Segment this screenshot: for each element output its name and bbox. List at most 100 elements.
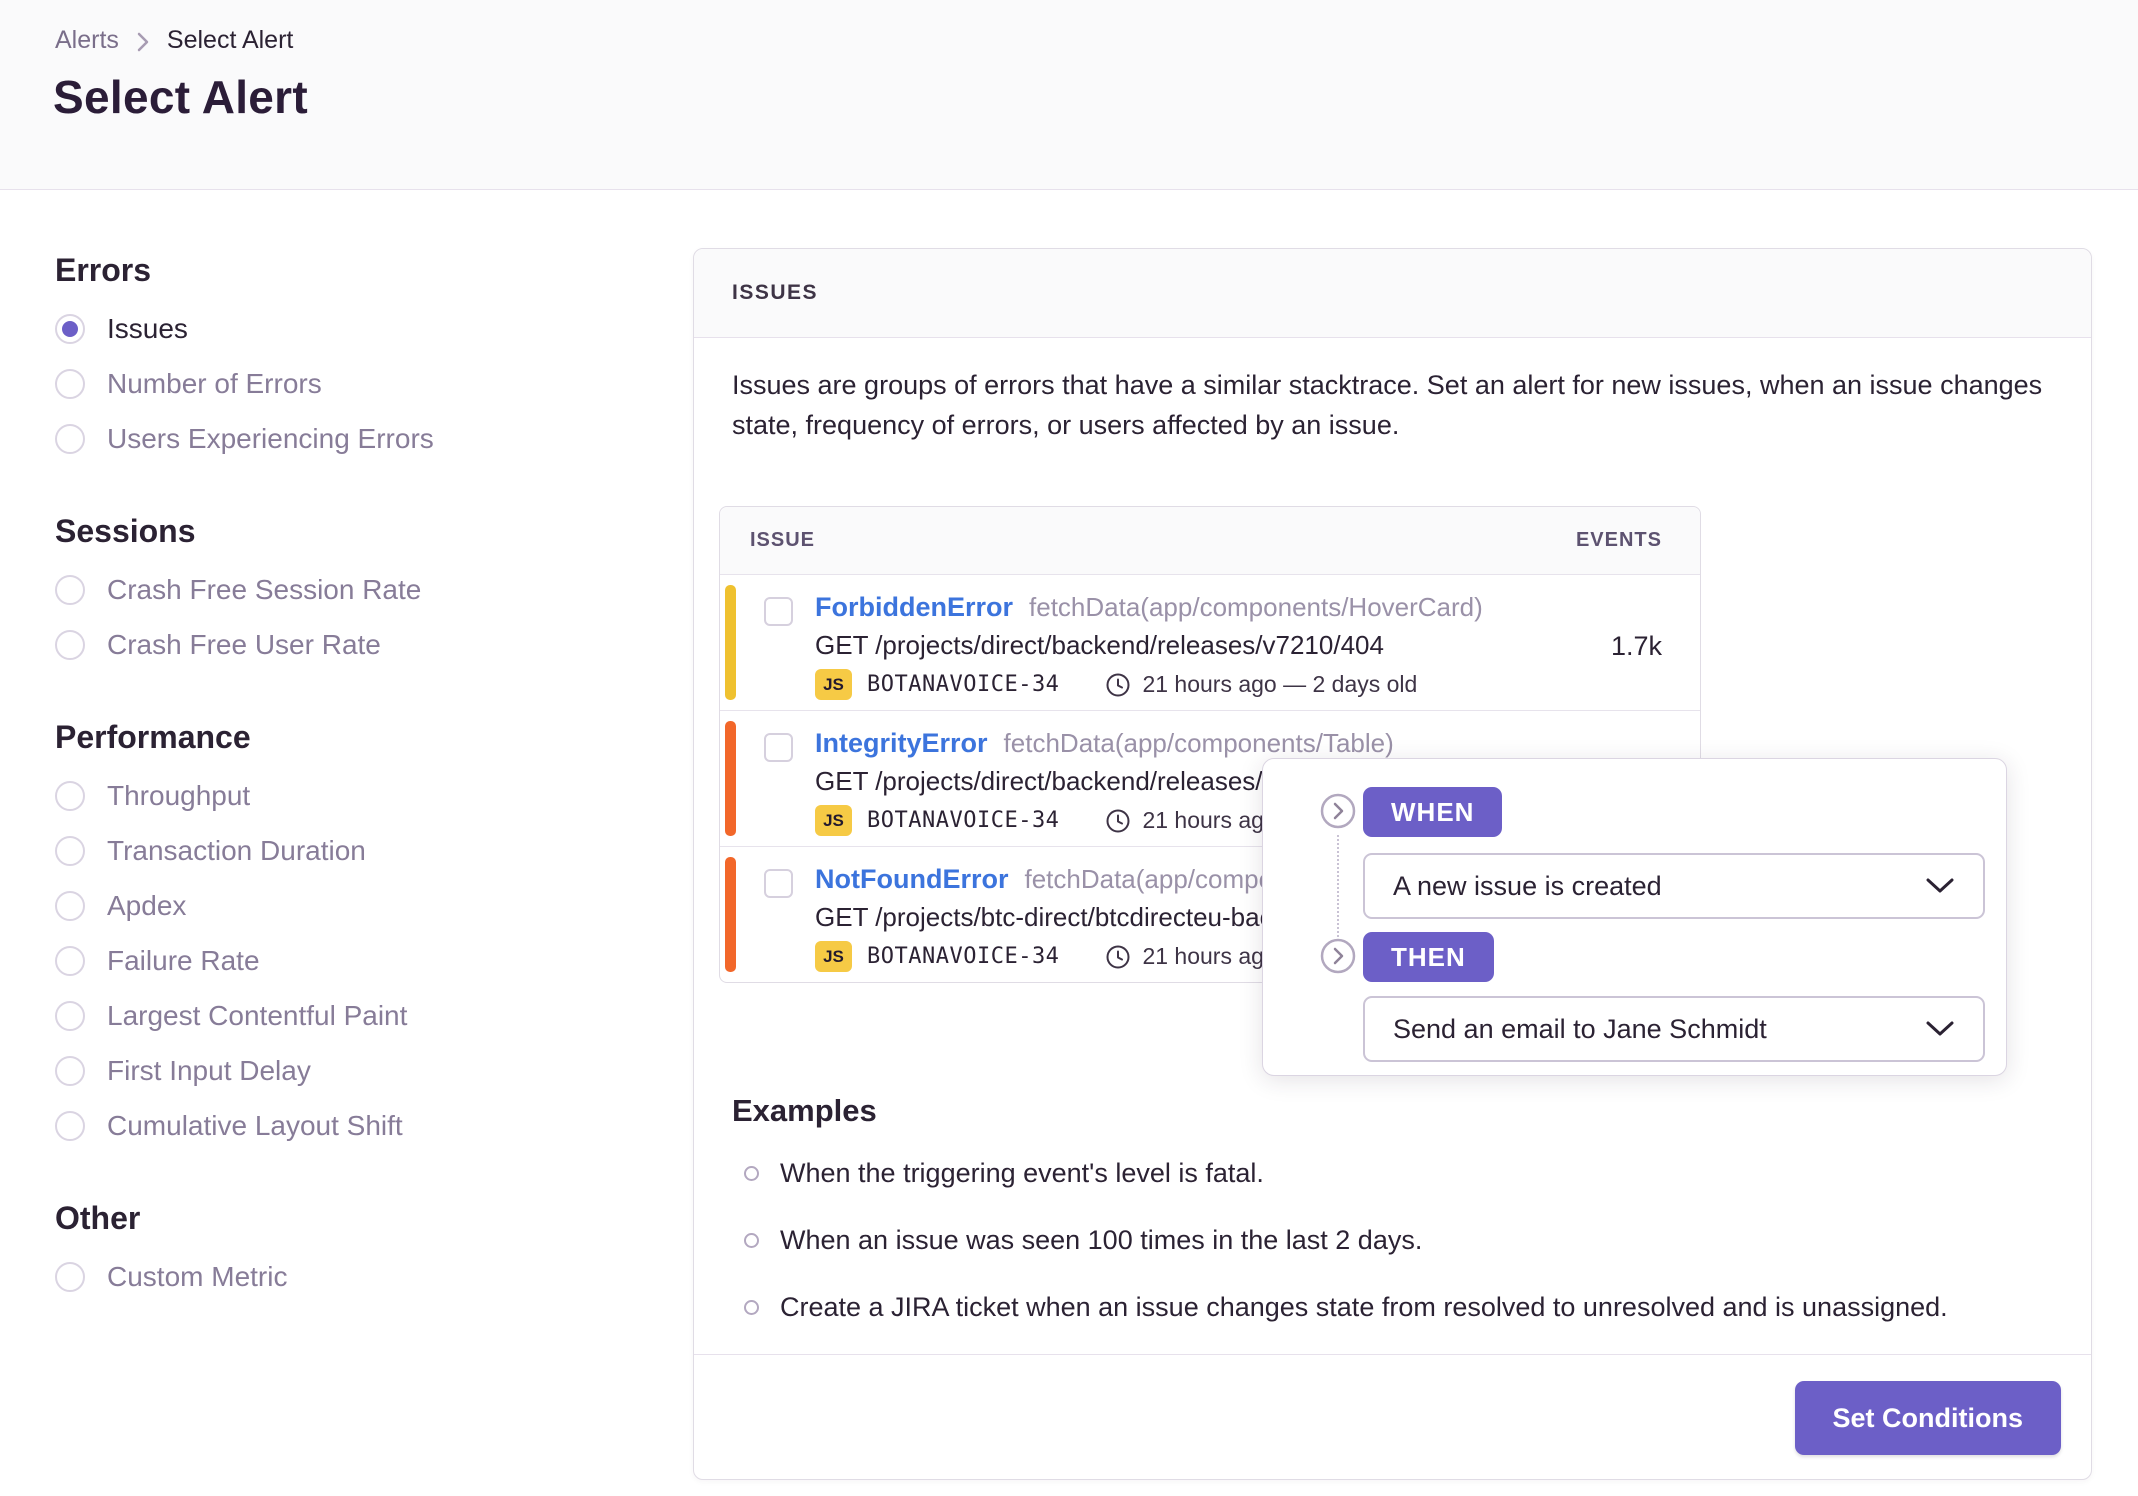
issue-title-link[interactable]: NotFoundError — [815, 864, 1009, 894]
panel-description: Issues are groups of errors that have a … — [732, 370, 2043, 440]
radio-icon — [55, 575, 85, 605]
radio-icon — [55, 630, 85, 660]
clock-icon — [1105, 944, 1131, 970]
sidebar-item-crash-free-session-rate[interactable]: Crash Free Session Rate — [55, 574, 635, 606]
sidebar-item-first-input-delay[interactable]: First Input Delay — [55, 1055, 635, 1087]
then-action-value: Send an email to Jane Schmidt — [1393, 1013, 1767, 1044]
issue-checkbox[interactable] — [764, 597, 793, 626]
sidebar-item-label: Crash Free Session Rate — [107, 574, 422, 605]
section-heading: Sessions — [55, 513, 196, 549]
platform-js-icon: JS — [815, 805, 852, 836]
column-header-issue: ISSUE — [750, 529, 816, 551]
chevron-down-icon — [1925, 877, 1955, 895]
issue-level-bar — [725, 585, 736, 700]
radio-icon — [55, 1001, 85, 1031]
platform-js-icon: JS — [815, 941, 852, 972]
radio-icon — [55, 946, 85, 976]
example-item: When an issue was seen 100 times in the … — [738, 1222, 1948, 1258]
sidebar-item-label: First Input Delay — [107, 1055, 311, 1086]
column-header-events: EVENTS — [1575, 529, 1662, 551]
sidebar-item-crash-free-user-rate[interactable]: Crash Free User Rate — [55, 629, 635, 661]
radio-icon — [55, 836, 85, 866]
sidebar-item-number-of-errors[interactable]: Number of Errors — [55, 368, 635, 400]
sidebar-section-other: Other Custom Metric — [55, 1200, 635, 1293]
when-condition-value: A new issue is created — [1393, 870, 1662, 901]
section-heading: Other — [55, 1200, 141, 1236]
issue-age: 21 hours ago — 2 days old — [1142, 671, 1418, 697]
issue-title-link[interactable]: ForbiddenError — [815, 592, 1014, 622]
step-connector-line — [1337, 835, 1339, 937]
section-heading: Performance — [55, 719, 251, 755]
then-action-select[interactable]: Send an email to Jane Schmidt — [1363, 996, 1985, 1062]
page-header: Alerts Select Alert Select Alert — [0, 0, 2138, 190]
section-heading: Errors — [55, 252, 152, 288]
sidebar-section-errors: Errors Issues Number of Errors Users Exp… — [55, 252, 635, 455]
sidebar-item-largest-contentful-paint[interactable]: Largest Contentful Paint — [55, 1000, 635, 1032]
sidebar-item-throughput[interactable]: Throughput — [55, 780, 635, 812]
sidebar-item-users-experiencing-errors[interactable]: Users Experiencing Errors — [55, 423, 635, 455]
issue-culprit: fetchData(app/components/Table) — [1003, 728, 1394, 758]
alert-condition-popup: WHEN A new issue is created THEN Send an… — [1262, 758, 2007, 1076]
sidebar-item-label: Custom Metric — [107, 1261, 288, 1292]
sidebar-item-label: Failure Rate — [107, 945, 260, 976]
clock-icon — [1105, 808, 1131, 834]
chevron-right-icon — [135, 29, 151, 55]
breadcrumb: Alerts Select Alert — [55, 26, 293, 55]
sidebar-item-label: Cumulative Layout Shift — [107, 1110, 403, 1141]
when-condition-select[interactable]: A new issue is created — [1363, 853, 1985, 919]
sidebar-item-apdex[interactable]: Apdex — [55, 890, 635, 922]
when-badge: WHEN — [1363, 787, 1503, 837]
examples-heading: Examples — [732, 1093, 877, 1128]
alert-type-sidebar: Errors Issues Number of Errors Users Exp… — [55, 252, 635, 1351]
radio-icon — [55, 1262, 85, 1292]
issue-message: GET /projects/btc-direct/btcdirecteu-bac… — [815, 902, 1315, 932]
example-item: Create a JIRA ticket when an issue chang… — [738, 1289, 1948, 1325]
sidebar-item-label: Apdex — [107, 890, 187, 921]
sidebar-item-failure-rate[interactable]: Failure Rate — [55, 945, 635, 977]
examples-list: When the triggering event's level is fat… — [738, 1155, 1948, 1356]
radio-icon — [55, 1111, 85, 1141]
table-row: IntegrityError fetchData(app/components/T… — [720, 710, 1700, 846]
sidebar-item-cumulative-layout-shift[interactable]: Cumulative Layout Shift — [55, 1110, 635, 1142]
sidebar-item-label: Largest Contentful Paint — [107, 1000, 408, 1031]
sidebar-item-label: Number of Errors — [107, 368, 322, 399]
issue-short-id: BOTANAVOICE-34 — [867, 808, 1060, 833]
sidebar-item-issues[interactable]: Issues — [55, 313, 635, 345]
sidebar-item-custom-metric[interactable]: Custom Metric — [55, 1261, 635, 1293]
issue-title-link[interactable]: IntegrityError — [815, 728, 988, 758]
sidebar-item-label: Transaction Duration — [107, 835, 366, 866]
radio-icon — [55, 891, 85, 921]
issue-culprit: fetchData(app/components/HoverCard) — [1029, 592, 1483, 622]
page-title: Select Alert — [53, 71, 309, 123]
sidebar-item-label: Issues — [107, 313, 188, 344]
issue-checkbox[interactable] — [764, 869, 793, 898]
radio-icon — [55, 369, 85, 399]
sidebar-section-performance: Performance Throughput Transaction Durat… — [55, 719, 635, 1142]
issue-level-bar — [725, 721, 736, 836]
chevron-right-circle-icon — [1320, 793, 1356, 829]
issue-level-bar — [725, 857, 736, 972]
panel-footer: Set Conditions — [694, 1354, 2091, 1480]
chevron-down-icon — [1925, 1020, 1955, 1038]
sidebar-section-sessions: Sessions Crash Free Session Rate Crash F… — [55, 513, 635, 661]
sidebar-item-transaction-duration[interactable]: Transaction Duration — [55, 835, 635, 867]
platform-js-icon: JS — [815, 669, 852, 700]
set-conditions-button[interactable]: Set Conditions — [1794, 1381, 2061, 1455]
chevron-right-circle-icon — [1320, 938, 1356, 974]
sidebar-item-label: Crash Free User Rate — [107, 629, 381, 660]
example-item: When the triggering event's level is fat… — [738, 1155, 1948, 1191]
issue-events-count: 1.7k — [1610, 631, 1662, 661]
panel-header: ISSUES — [694, 249, 2091, 338]
sidebar-item-label: Throughput — [107, 780, 251, 811]
issue-short-id: BOTANAVOICE-34 — [867, 944, 1060, 969]
radio-icon — [55, 781, 85, 811]
sidebar-item-label: Users Experiencing Errors — [107, 423, 434, 454]
radio-selected-icon — [55, 314, 85, 344]
radio-icon — [55, 1056, 85, 1086]
then-badge: THEN — [1363, 932, 1494, 982]
issue-message: GET /projects/direct/backend/releases/v7… — [815, 630, 1384, 660]
breadcrumb-alerts-link[interactable]: Alerts — [55, 26, 119, 54]
issue-message: GET /projects/direct/backend/releases/v7… — [815, 766, 1334, 796]
panel-header-title: ISSUES — [732, 281, 819, 304]
issue-checkbox[interactable] — [764, 733, 793, 762]
